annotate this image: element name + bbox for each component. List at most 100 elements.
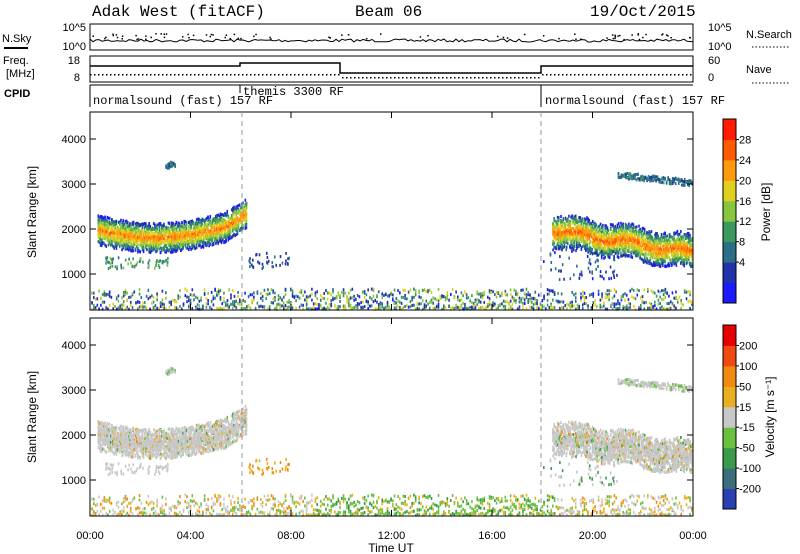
data-cell — [645, 253, 647, 257]
data-cell — [143, 236, 146, 240]
data-cell — [106, 233, 109, 237]
nave-dot — [546, 74, 548, 76]
data-cell — [211, 218, 214, 222]
data-cell — [211, 239, 214, 243]
data-cell — [137, 223, 139, 227]
data-cell — [245, 223, 248, 227]
nave-dot — [454, 77, 456, 79]
data-cell — [169, 243, 172, 247]
data-cell — [98, 218, 101, 222]
data-cell — [134, 225, 137, 229]
data-cell — [213, 236, 216, 240]
data-cell — [208, 233, 210, 237]
data-cell — [112, 257, 115, 261]
nave-dot — [278, 74, 280, 76]
data-cell — [556, 222, 559, 226]
data-cell — [284, 262, 287, 266]
nsearch-dot — [163, 33, 166, 35]
nave-dot — [282, 74, 284, 76]
data-cell — [148, 222, 151, 226]
data-cell — [683, 183, 686, 187]
data-cell — [234, 217, 236, 221]
freq-trace — [90, 62, 693, 79]
data-cell — [202, 226, 205, 230]
data-cell — [215, 229, 217, 233]
data-cell — [157, 246, 160, 250]
data-cell — [174, 164, 177, 168]
data-cell — [134, 231, 137, 235]
data-cell — [232, 224, 234, 228]
nsearch-dot — [192, 34, 195, 37]
nave-dot — [494, 77, 496, 79]
data-cell — [106, 225, 109, 229]
data-cell — [147, 224, 149, 228]
data-cell — [629, 172, 632, 176]
nave-dot — [122, 74, 124, 76]
data-cell — [562, 227, 565, 231]
data-cell — [243, 215, 245, 219]
data-cell — [167, 227, 170, 231]
data-cell — [198, 244, 200, 248]
data-cell — [175, 243, 178, 247]
data-cell — [194, 233, 197, 237]
data-cell — [204, 232, 207, 236]
data-cell — [199, 218, 201, 222]
data-cell — [143, 225, 146, 229]
nave-dot — [626, 74, 628, 76]
data-cell — [148, 236, 151, 240]
data-cell — [182, 238, 184, 242]
data-cell — [603, 277, 605, 281]
data-cell — [203, 228, 206, 232]
nsky-panel: N.Sky 10^5 10^0 10^5 10^0 N.Search — [2, 22, 792, 53]
data-cell — [206, 237, 208, 241]
data-cell — [224, 219, 226, 223]
data-cell — [156, 223, 158, 227]
data-cell — [612, 250, 614, 254]
data-cell — [149, 245, 152, 249]
data-cell — [107, 222, 110, 226]
data-cell — [678, 232, 681, 236]
nave-dot — [570, 74, 572, 76]
data-cell — [232, 227, 234, 231]
data-cell — [210, 232, 213, 236]
data-cell — [680, 179, 683, 183]
data-cell — [228, 227, 231, 231]
data-cell — [113, 226, 115, 230]
data-cell — [634, 177, 636, 181]
data-cell — [190, 230, 192, 234]
data-cell — [102, 218, 104, 222]
data-cell — [159, 240, 162, 244]
data-cell — [558, 278, 561, 282]
data-cell — [174, 241, 177, 245]
data-cell — [688, 179, 691, 183]
data-cell — [563, 236, 566, 240]
data-cell — [114, 243, 117, 247]
freq-line — [90, 62, 693, 74]
data-cell — [562, 231, 565, 235]
data-cell — [200, 230, 203, 234]
data-cell — [242, 223, 244, 227]
data-cell — [595, 267, 598, 271]
data-cell — [244, 226, 247, 230]
data-cell — [674, 177, 677, 181]
data-cell — [160, 239, 163, 243]
data-cell — [542, 260, 545, 264]
data-cell — [171, 225, 173, 229]
data-cell — [195, 220, 198, 224]
nave-dot — [162, 74, 164, 76]
data-cell — [169, 162, 172, 166]
nave-dot — [322, 74, 324, 76]
data-cell — [111, 225, 113, 229]
data-cell — [661, 176, 663, 180]
data-cell — [168, 248, 171, 252]
data-cell — [556, 227, 559, 231]
data-cell — [200, 219, 203, 223]
data-cell — [192, 233, 195, 237]
data-cell — [559, 232, 561, 236]
data-cell — [172, 248, 174, 252]
data-cell — [97, 231, 100, 235]
data-cell — [140, 233, 143, 237]
data-cell — [223, 234, 225, 238]
data-cell — [112, 244, 114, 248]
data-cell — [563, 231, 566, 235]
